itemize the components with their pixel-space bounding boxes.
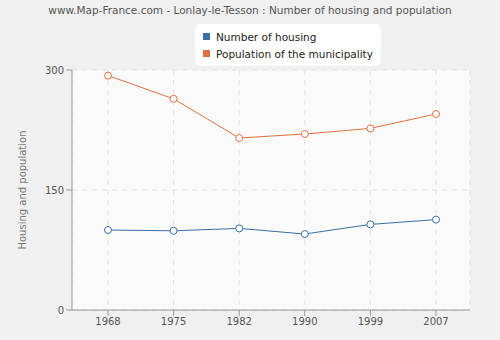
- html-text:Population of the municipality: Population of the municipality: [216, 47, 373, 60]
- svg-text:1999: 1999: [358, 316, 383, 327]
- svg-text:Housing and population: Housing and population: [17, 130, 28, 249]
- svg-text:150: 150: [45, 185, 64, 196]
- svg-text:0: 0: [58, 305, 64, 316]
- svg-text:1975: 1975: [161, 316, 186, 327]
- svg-text:1990: 1990: [292, 316, 317, 327]
- html-text:www.Map-France.com - Lonlay-le: www.Map-France.com - Lonlay-le-Tesson : …: [48, 4, 452, 16]
- svg-text:1968: 1968: [95, 316, 120, 327]
- html-text:Number of housing: Number of housing: [216, 30, 317, 43]
- svg-text:2007: 2007: [423, 316, 448, 327]
- svg-text:1982: 1982: [226, 316, 251, 327]
- svg-text:300: 300: [45, 65, 64, 76]
